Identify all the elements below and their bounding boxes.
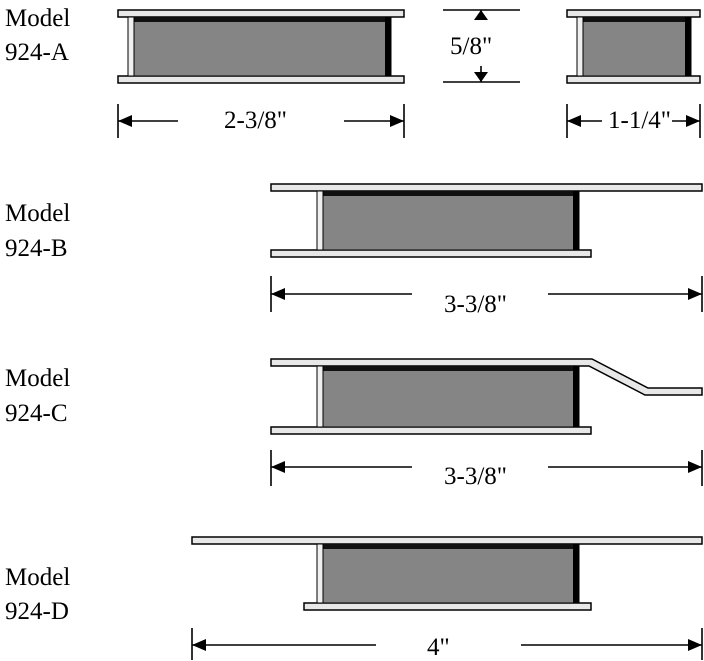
model-924-b-label-line2: 924-B bbox=[5, 235, 68, 262]
top-plate bbox=[117, 9, 405, 18]
model-924-a-height-dimension: 5/8" bbox=[443, 9, 520, 83]
model-924-a-label-line2: 924-A bbox=[5, 39, 69, 66]
model-924-d-label-line1: Model bbox=[5, 564, 70, 591]
model-924-b-label-line1: Model bbox=[5, 200, 70, 227]
model-924-d-label-line2: 924-D bbox=[5, 598, 69, 625]
model-924-a-width-dimension: 2-3/8" bbox=[117, 104, 405, 138]
model-924-a-side-mount bbox=[566, 9, 701, 84]
model-924-b-width-value: 3-3/8" bbox=[444, 291, 507, 318]
model-924-c-mount bbox=[270, 358, 703, 435]
model-924-b: Model 924-B 3-3/8" bbox=[5, 183, 703, 318]
bottom-plate bbox=[117, 75, 405, 84]
model-924-a-label-line1: Model bbox=[5, 5, 70, 32]
model-924-a: Model 924-A 5/8" bbox=[5, 5, 701, 138]
model-924-a-width-value: 2-3/8" bbox=[224, 107, 287, 134]
rubber-core bbox=[127, 16, 392, 77]
model-924-a-side-dimension: 1-1/4" bbox=[566, 104, 701, 138]
model-924-d-width-dimension: 4" bbox=[191, 628, 703, 661]
model-924-d-mount bbox=[191, 536, 703, 611]
model-924-c-width-dimension: 3-3/8" bbox=[270, 450, 703, 490]
model-924-c-label-line1: Model bbox=[5, 365, 70, 392]
model-924-c-width-value: 3-3/8" bbox=[444, 463, 507, 490]
model-924-b-mount bbox=[270, 183, 703, 258]
model-924-c: Model 924-C 3-3/8" bbox=[5, 358, 703, 490]
model-924-a-height-value: 5/8" bbox=[450, 33, 492, 60]
model-924-b-width-dimension: 3-3/8" bbox=[270, 276, 703, 318]
model-924-d: Model 924-D 4" bbox=[5, 536, 703, 661]
model-924-c-label-line2: 924-C bbox=[5, 400, 68, 427]
model-924-d-width-value: 4" bbox=[427, 634, 450, 661]
model-924-a-mount bbox=[117, 9, 405, 84]
model-924-a-side-value: 1-1/4" bbox=[608, 107, 671, 134]
